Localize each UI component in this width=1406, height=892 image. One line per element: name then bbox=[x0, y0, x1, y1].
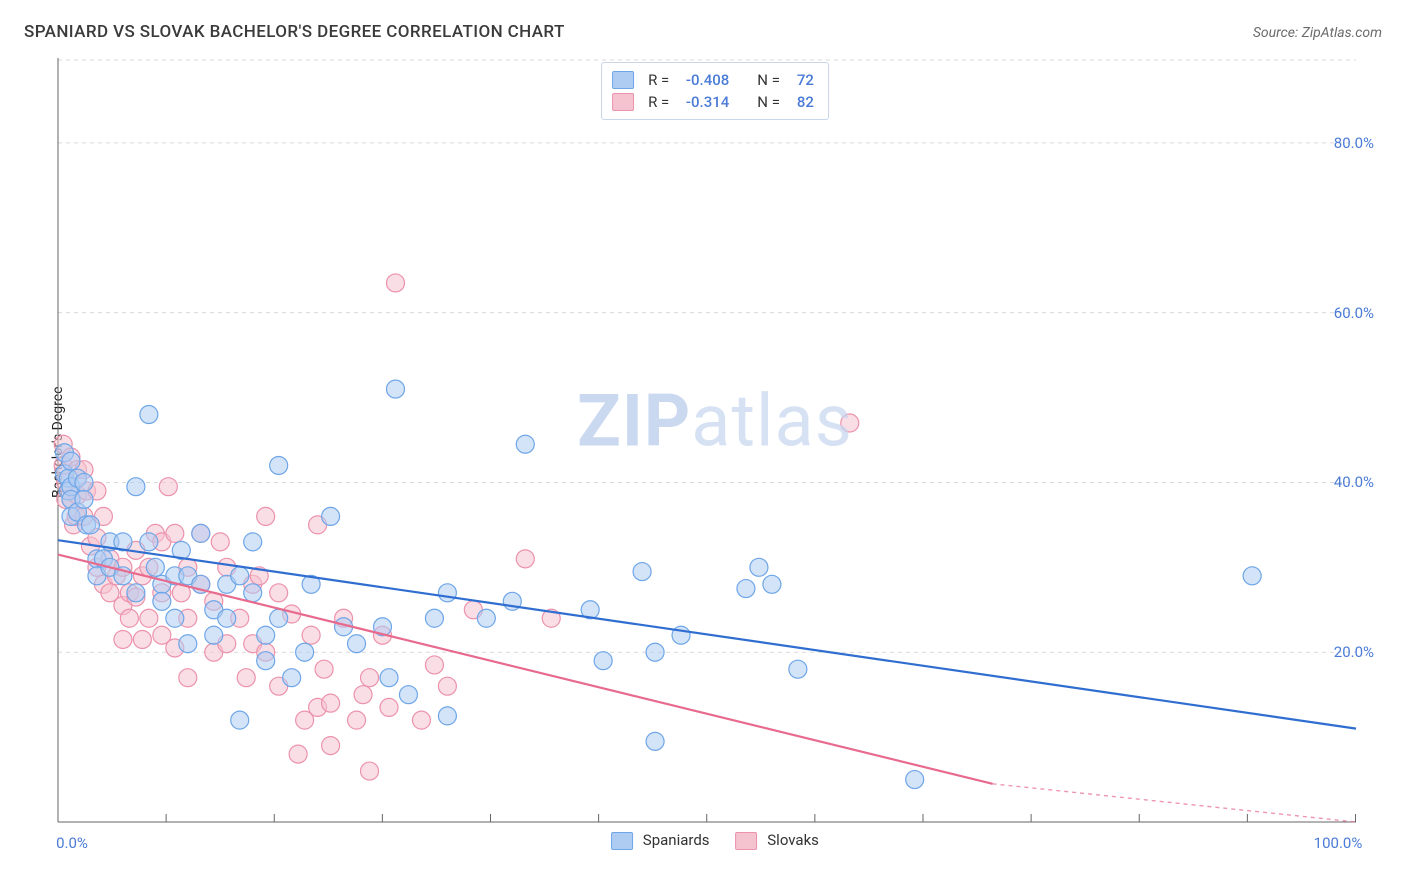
legend-item-spaniards: Spaniards bbox=[611, 831, 709, 850]
legend-swatch-slovaks bbox=[612, 93, 634, 111]
y-tick-label: 60.0% bbox=[1334, 304, 1374, 322]
stats-row-slovaks: R = -0.314 N = 82 bbox=[612, 91, 814, 113]
bottom-legend: Spaniards Slovaks bbox=[611, 831, 819, 850]
y-tick-label: 20.0% bbox=[1334, 643, 1374, 661]
stat-r-spaniards: -0.408 bbox=[677, 71, 729, 89]
stats-row-spaniards: R = -0.408 N = 72 bbox=[612, 69, 814, 91]
stats-legend: R = -0.408 N = 72 R = -0.314 N = 82 bbox=[601, 62, 829, 120]
scatter-chart-svg bbox=[50, 58, 1380, 848]
stat-label-n: N = bbox=[757, 93, 780, 111]
x-tick-label-max: 100.0% bbox=[1314, 834, 1363, 852]
legend-label: Spaniards bbox=[643, 831, 710, 849]
legend-swatch-slovaks bbox=[736, 832, 758, 850]
legend-item-slovaks: Slovaks bbox=[736, 831, 819, 850]
stat-label-r: R = bbox=[648, 71, 669, 89]
chart-area: Bachelor's Degree ZIPatlas R = -0.408 N … bbox=[50, 58, 1380, 848]
x-tick-label-min: 0.0% bbox=[56, 834, 88, 852]
stat-n-slovaks: 82 bbox=[788, 93, 814, 111]
stat-label-n: N = bbox=[757, 71, 780, 89]
stat-label-r: R = bbox=[648, 93, 669, 111]
source-label: Source: ZipAtlas.com bbox=[1253, 25, 1382, 41]
chart-title: SPANIARD VS SLOVAK BACHELOR'S DEGREE COR… bbox=[24, 22, 565, 42]
stat-n-spaniards: 72 bbox=[788, 71, 814, 89]
y-tick-label: 80.0% bbox=[1334, 134, 1374, 152]
legend-label: Slovaks bbox=[767, 831, 819, 849]
y-tick-label: 40.0% bbox=[1334, 473, 1374, 491]
stat-r-slovaks: -0.314 bbox=[677, 93, 729, 111]
legend-swatch-spaniards bbox=[612, 71, 634, 89]
legend-swatch-spaniards bbox=[611, 832, 633, 850]
